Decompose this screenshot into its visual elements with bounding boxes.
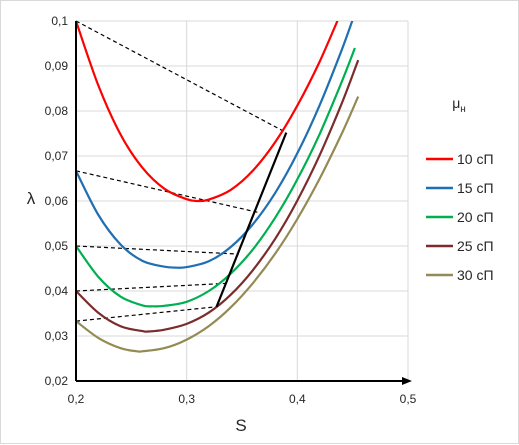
tangent-line <box>75 20 287 134</box>
y-tick-label: 0,03 <box>45 329 69 343</box>
legend-label-2: 15 сП <box>457 180 494 196</box>
tangent-line <box>75 306 217 322</box>
series-line-5 <box>76 96 360 353</box>
tangent-line <box>75 282 227 292</box>
x-axis-arrow <box>402 377 412 385</box>
y-tick-label: 0,04 <box>45 284 69 298</box>
y-tick-label: 0,07 <box>45 149 69 163</box>
legend-title: μн <box>452 95 466 115</box>
legend-label-5: 30 сП <box>457 267 494 283</box>
envelope-line-group <box>215 132 288 308</box>
y-tick-label: 0,1 <box>51 14 68 28</box>
x-tick-label: 0,2 <box>68 392 85 406</box>
y-axis-title: λ <box>27 189 36 208</box>
series-line-2 <box>76 21 354 269</box>
legend: 10 сП 15 сП 20 сП 25 сП 30 сП <box>426 151 494 283</box>
legend-label-4: 25 сП <box>457 238 494 254</box>
axes <box>75 21 412 385</box>
tangent-line <box>75 245 239 255</box>
y-tick-label: 0,06 <box>45 194 69 208</box>
x-tick-label: 0,4 <box>289 392 306 406</box>
envelope-line <box>215 132 288 308</box>
series-line-1 <box>76 21 339 203</box>
legend-label-3: 20 сП <box>457 209 494 225</box>
y-tick-label: 0,02 <box>45 374 69 388</box>
tick-labels: 0,02 0,03 0,04 0,05 0,06 0,07 0,08 0,09 0,1 0,2 0,… <box>45 14 417 406</box>
y-tick-label: 0,08 <box>45 104 69 118</box>
series-group <box>76 21 360 353</box>
y-tick-label: 0,05 <box>45 239 69 253</box>
x-tick-label: 0,5 <box>400 392 417 406</box>
series-line-3 <box>76 47 356 308</box>
legend-label-1: 10 сП <box>457 151 494 167</box>
x-tick-label: 0,3 <box>178 392 195 406</box>
series-line-4 <box>76 59 360 333</box>
y-tick-label: 0,09 <box>45 59 69 73</box>
x-axis-title: S <box>235 416 246 435</box>
